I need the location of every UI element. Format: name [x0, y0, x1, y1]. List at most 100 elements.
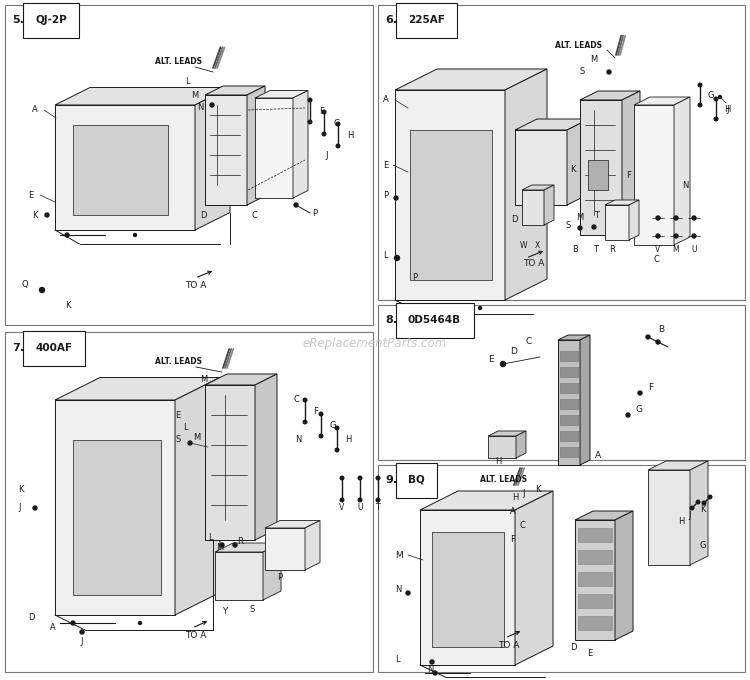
Circle shape — [220, 543, 224, 547]
Polygon shape — [505, 69, 547, 300]
Text: P: P — [383, 190, 388, 199]
Text: M: M — [395, 551, 403, 560]
Circle shape — [308, 120, 312, 124]
Circle shape — [702, 501, 706, 505]
Polygon shape — [515, 119, 589, 130]
Text: L: L — [395, 656, 400, 664]
Text: K: K — [535, 486, 541, 494]
Text: 6.): 6.) — [385, 15, 402, 25]
Polygon shape — [395, 90, 505, 300]
Polygon shape — [629, 200, 639, 240]
Circle shape — [320, 435, 322, 438]
Circle shape — [692, 234, 696, 238]
Text: eReplacementParts.com: eReplacementParts.com — [303, 337, 447, 350]
Polygon shape — [558, 335, 590, 340]
Polygon shape — [580, 91, 640, 100]
Text: A: A — [32, 105, 38, 114]
Text: R: R — [609, 245, 615, 254]
Polygon shape — [544, 185, 554, 225]
Text: B: B — [658, 326, 664, 335]
Text: ALT. LEADS: ALT. LEADS — [555, 41, 602, 50]
Circle shape — [233, 543, 237, 547]
Circle shape — [340, 476, 344, 480]
Text: J: J — [688, 511, 691, 520]
Circle shape — [708, 495, 712, 499]
Text: D: D — [510, 347, 517, 356]
Text: E: E — [383, 160, 388, 169]
Circle shape — [714, 117, 718, 121]
Text: D: D — [200, 211, 206, 220]
Text: L: L — [383, 250, 388, 260]
Text: TO A: TO A — [185, 630, 206, 639]
Text: L: L — [185, 78, 190, 86]
Bar — [432, 532, 504, 647]
Bar — [378, 5, 745, 300]
Text: G: G — [708, 90, 715, 99]
Text: Y: Y — [223, 607, 227, 617]
Circle shape — [500, 362, 506, 367]
Text: C: C — [525, 337, 531, 347]
Text: 8.): 8.) — [385, 315, 402, 325]
Polygon shape — [522, 185, 554, 190]
Circle shape — [336, 144, 340, 148]
Text: P: P — [413, 273, 418, 282]
Text: TO A: TO A — [523, 260, 544, 269]
Text: E: E — [175, 411, 180, 420]
Text: S: S — [175, 435, 180, 445]
Text: J: J — [18, 503, 20, 513]
Text: M: M — [200, 375, 207, 384]
Text: N: N — [295, 435, 302, 445]
Text: D: D — [28, 613, 34, 622]
Bar — [378, 305, 745, 460]
Polygon shape — [420, 510, 515, 665]
Circle shape — [139, 622, 142, 624]
Polygon shape — [195, 88, 230, 230]
Text: A: A — [510, 507, 516, 517]
Circle shape — [322, 132, 326, 136]
Text: V: V — [339, 503, 344, 513]
Circle shape — [394, 256, 400, 260]
Polygon shape — [648, 461, 708, 470]
Text: M: M — [191, 90, 198, 99]
Bar — [5, 332, 373, 672]
Circle shape — [80, 630, 84, 634]
Text: 225AF: 225AF — [408, 15, 445, 25]
Polygon shape — [488, 431, 526, 436]
Polygon shape — [575, 520, 615, 640]
Text: H: H — [495, 458, 501, 466]
Bar — [73, 440, 161, 595]
Text: C: C — [520, 520, 526, 530]
Circle shape — [674, 234, 678, 238]
Circle shape — [690, 506, 694, 510]
Text: TO A: TO A — [185, 280, 206, 290]
Polygon shape — [648, 470, 690, 565]
Text: N: N — [197, 103, 203, 112]
Polygon shape — [55, 377, 220, 400]
Circle shape — [674, 216, 678, 220]
Text: G: G — [329, 420, 335, 430]
Text: QJ-2P: QJ-2P — [35, 15, 67, 25]
Polygon shape — [215, 552, 263, 600]
Text: M: M — [576, 214, 584, 222]
Text: V: V — [656, 245, 661, 254]
Text: F: F — [648, 384, 653, 392]
Polygon shape — [522, 190, 544, 225]
Text: W: W — [520, 241, 528, 250]
Text: B: B — [572, 245, 578, 254]
Text: D: D — [570, 643, 577, 651]
Polygon shape — [622, 91, 640, 235]
Text: 0D5464B: 0D5464B — [408, 315, 461, 325]
Bar — [578, 594, 612, 608]
Polygon shape — [205, 385, 255, 540]
Text: S: S — [580, 67, 585, 77]
Text: M: M — [216, 543, 223, 552]
Polygon shape — [580, 100, 622, 235]
Text: 7.): 7.) — [12, 343, 29, 353]
Text: M: M — [673, 245, 680, 254]
Text: P: P — [313, 209, 317, 218]
Text: J: J — [523, 488, 525, 498]
Text: H: H — [724, 105, 730, 114]
Circle shape — [65, 233, 69, 237]
Bar — [578, 528, 612, 542]
Text: K: K — [570, 165, 575, 175]
